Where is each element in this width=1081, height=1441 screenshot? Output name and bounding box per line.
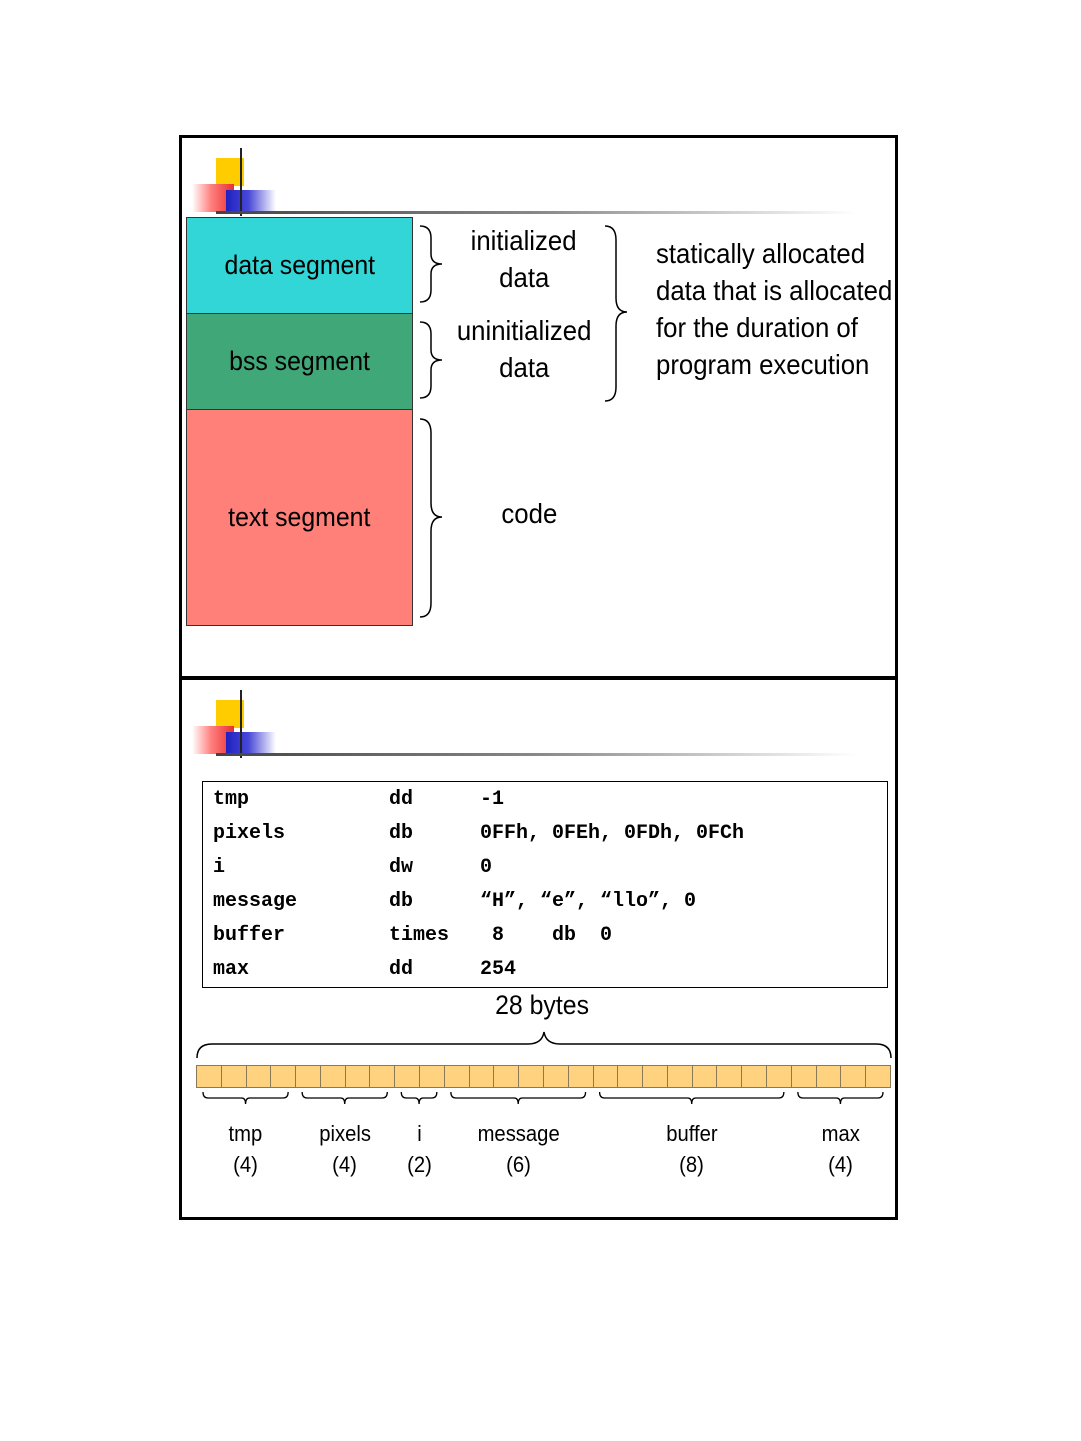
byte-cell <box>196 1065 222 1088</box>
memory-segments-slide: data segment bss segment text segment in… <box>179 135 898 679</box>
byte-cell <box>592 1065 619 1088</box>
static-description-label: statically allocated data that is alloca… <box>656 238 893 380</box>
bss-segment-label: bss segment <box>229 346 370 376</box>
byte-cell <box>542 1065 569 1088</box>
byte-cell <box>840 1065 867 1088</box>
variable-label-message: message (6) <box>458 1118 578 1180</box>
uninitialized-data-label: uninitialized data <box>456 315 592 383</box>
byte-cell <box>765 1065 792 1088</box>
data-segment-label: data segment <box>224 250 375 280</box>
text-segment-block: text segment <box>186 409 413 626</box>
byte-cell <box>344 1065 371 1088</box>
byte-cell <box>369 1065 396 1088</box>
assembly-code-box: tmp dd -1 pixels db 0FFh, 0FEh, 0FDh, 0F… <box>202 781 888 988</box>
variable-name: pixels <box>318 1121 371 1146</box>
variable-size: (2) <box>406 1152 432 1177</box>
byte-cell <box>567 1065 594 1088</box>
static-brace-icon <box>604 225 628 402</box>
byte-cell <box>319 1065 346 1088</box>
byte-cell <box>642 1065 668 1088</box>
variable-size: (4) <box>233 1152 258 1177</box>
byte-cell <box>295 1065 321 1088</box>
variable-name: tmp <box>228 1121 263 1146</box>
variable-labels: tmp (4) pixels (4) i (2) message (6) buffer (8) ma… <box>196 1118 890 1188</box>
variable-size: (4) <box>828 1152 853 1177</box>
byte-cell <box>394 1065 421 1088</box>
variable-label-i: i (2) <box>359 1118 479 1180</box>
variable-name: max <box>821 1121 860 1146</box>
data-segment-block: data segment <box>186 217 413 314</box>
uninitialized-brace-icon <box>419 321 443 399</box>
variable-label-pixels: pixels (4) <box>285 1118 405 1180</box>
variable-label-max: max (4) <box>780 1118 900 1180</box>
variable-brace-icon <box>202 1091 289 1105</box>
byte-cell <box>815 1065 842 1088</box>
byte-cell <box>691 1065 718 1088</box>
variable-brace-icon <box>400 1091 438 1105</box>
byte-cell <box>790 1065 817 1088</box>
initialized-data-label: initialized data <box>471 225 577 293</box>
variable-braces <box>202 1091 884 1105</box>
byte-cell <box>865 1065 891 1088</box>
total-bytes-label: 28 bytes <box>495 990 589 1020</box>
byte-cell <box>741 1065 767 1088</box>
byte-cell <box>518 1065 544 1088</box>
byte-cell <box>468 1065 495 1088</box>
byte-cell <box>666 1065 693 1088</box>
initialized-brace-icon <box>419 225 443 303</box>
variable-label-buffer: buffer (8) <box>632 1118 752 1180</box>
byte-cell <box>270 1065 297 1088</box>
variable-brace-icon <box>598 1091 785 1105</box>
data-layout-slide: tmp dd -1 pixels db 0FFh, 0FEh, 0FDh, 0F… <box>179 677 898 1220</box>
bss-segment-block: bss segment <box>186 313 413 410</box>
variable-brace-icon <box>450 1091 587 1105</box>
byte-array <box>196 1065 891 1088</box>
byte-cell <box>245 1065 272 1088</box>
variable-name: message <box>477 1121 560 1146</box>
variable-label-tmp: tmp (4) <box>186 1118 306 1180</box>
byte-cell <box>716 1065 743 1088</box>
byte-cell <box>493 1065 520 1088</box>
variable-size: (4) <box>332 1152 358 1177</box>
variable-brace-icon <box>301 1091 388 1105</box>
variable-name: i <box>416 1121 422 1146</box>
byte-cell <box>419 1065 445 1088</box>
variable-size: (6) <box>505 1152 531 1177</box>
total-brace-icon <box>196 1031 892 1059</box>
text-segment-label: text segment <box>228 502 371 532</box>
byte-cell <box>220 1065 247 1088</box>
variable-brace-icon <box>797 1091 884 1105</box>
variable-name: buffer <box>666 1121 718 1146</box>
code-label: code <box>501 498 557 529</box>
byte-cell <box>617 1065 644 1088</box>
code-brace-icon <box>419 418 443 618</box>
variable-size: (8) <box>679 1152 705 1177</box>
byte-cell <box>443 1065 470 1088</box>
